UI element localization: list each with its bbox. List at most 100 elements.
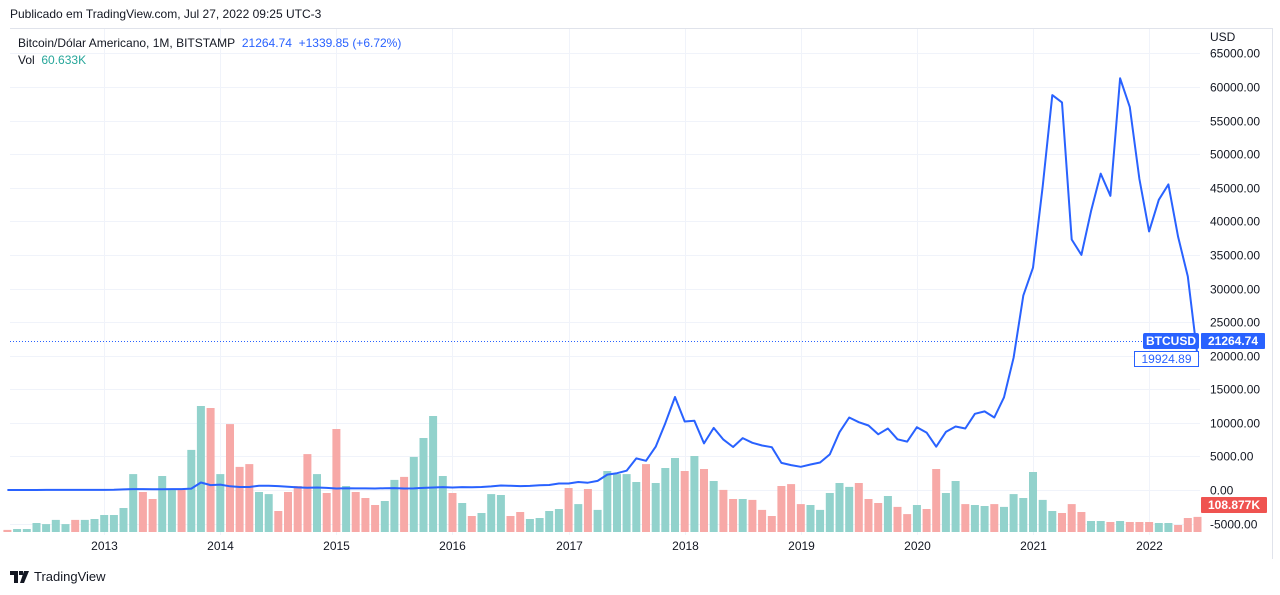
volume-bar [651, 483, 660, 532]
x-tick-label: 2022 [1136, 539, 1163, 553]
volume-bar [22, 529, 31, 532]
volume-bar [467, 516, 476, 532]
time-axis[interactable]: 2013 2014 2015 2016 2017 2018 2019 2020 2021 2022 [91, 539, 1163, 553]
volume-bar [1048, 511, 1057, 532]
last-price-label: 21264.74 [1208, 334, 1258, 348]
volume-bar [893, 506, 902, 532]
volume-bar [912, 505, 921, 532]
y-tick-label: 10000.00 [1210, 417, 1260, 431]
volume-bar [835, 483, 844, 532]
chart-pane[interactable] [10, 28, 1273, 559]
volume-bar [1019, 498, 1028, 532]
volume-bar [583, 489, 592, 532]
volume-value: 60.633K [41, 53, 87, 67]
y-tick-label: 40000.00 [1210, 215, 1260, 229]
volume-bar [816, 509, 825, 532]
volume-bar [419, 438, 428, 532]
volume-label[interactable]: Vol [18, 53, 35, 67]
volume-bar [700, 469, 708, 532]
volume-bar [1087, 521, 1095, 532]
volume-bar [313, 474, 321, 532]
volume-bar [874, 503, 883, 532]
volume-bar [1029, 472, 1037, 532]
volume-bar [380, 501, 389, 532]
volume-bar [245, 464, 254, 532]
volume-bar [255, 492, 263, 532]
volume-bar [1193, 516, 1202, 532]
tradingview-logo[interactable]: TradingView [10, 569, 106, 584]
volume-bar [332, 429, 341, 532]
volume-bar [787, 484, 796, 532]
volume-bar [845, 486, 854, 532]
volume-bar [3, 529, 12, 532]
volume-bar [1009, 494, 1018, 532]
y-tick-label: 35000.00 [1210, 249, 1260, 263]
volume-bar [961, 504, 970, 532]
volume-bar [574, 504, 583, 532]
volume-bar [226, 424, 234, 532]
y-tick-label: 0.00 [1210, 484, 1234, 498]
volume-bar [274, 511, 283, 532]
currency-label: USD [1210, 30, 1236, 44]
volume-bar [100, 515, 109, 532]
price-line [7, 77, 1199, 491]
last-volume-label: 108.877K [1208, 498, 1260, 512]
volume-bar [903, 514, 912, 532]
grid [10, 29, 1200, 535]
volume-bar [361, 498, 370, 532]
volume-bar [777, 486, 786, 532]
volume-bar [613, 474, 621, 532]
volume-bar [564, 488, 573, 532]
y-tick-label: 30000.00 [1210, 283, 1260, 297]
volume-bar [293, 486, 302, 532]
volume-bar [13, 529, 22, 532]
volume-bar [487, 494, 496, 532]
volume-bar [864, 499, 873, 532]
symbol-description[interactable]: Bitcoin/Dólar Americano, 1M, BITSTAMP [18, 36, 236, 50]
volume-bar [748, 499, 757, 532]
volume-bar [90, 519, 99, 532]
x-tick-label: 2016 [439, 539, 466, 553]
prev-close-label: 19924.89 [1141, 352, 1191, 366]
volume-bar [119, 508, 128, 532]
volume-bar [632, 482, 641, 532]
volume-bar [235, 466, 244, 532]
volume-bar [61, 524, 70, 532]
volume-bar [922, 509, 931, 532]
volume-bar [680, 471, 689, 532]
y-tick-label: -5000.00 [1210, 518, 1258, 532]
legend-price: 21264.74 [241, 36, 292, 50]
volume-bar [1106, 522, 1115, 532]
volume-bar [709, 481, 718, 532]
legend-change: +1339.85 (+6.72%) [298, 36, 402, 50]
y-tick-label: 25000.00 [1210, 316, 1260, 330]
tradingview-logo-icon [10, 570, 29, 583]
volume-bar [177, 489, 186, 532]
x-tick-label: 2021 [1020, 539, 1047, 553]
volume-bar [167, 489, 176, 532]
y-tick-label: 15000.00 [1210, 383, 1260, 397]
y-tick-label: 45000.00 [1210, 182, 1260, 196]
volume-bar [806, 505, 815, 532]
volume-bar [448, 493, 457, 532]
y-tick-label: 60000.00 [1210, 81, 1260, 95]
x-tick-label: 2015 [323, 539, 350, 553]
volume-bar [642, 464, 650, 532]
volume-bar [729, 499, 738, 532]
x-tick-label: 2017 [556, 539, 583, 553]
volume-bar [1038, 499, 1047, 532]
volume-bar [80, 519, 89, 532]
volume-bar [342, 486, 351, 532]
volume-bar [506, 516, 515, 532]
price-axis[interactable]: -5000.00 0.00 5000.00 10000.00 15000.00 20000… [1210, 47, 1260, 532]
volume-bar [593, 509, 602, 532]
volume-bar [429, 416, 438, 532]
prev-close-bg [1134, 351, 1199, 367]
volume-bar [1174, 525, 1183, 532]
volume-bar [438, 476, 447, 532]
volume-bar [71, 519, 80, 532]
volume-bar [129, 474, 138, 532]
volume-bar [661, 468, 670, 532]
volume-bar [1135, 522, 1144, 532]
